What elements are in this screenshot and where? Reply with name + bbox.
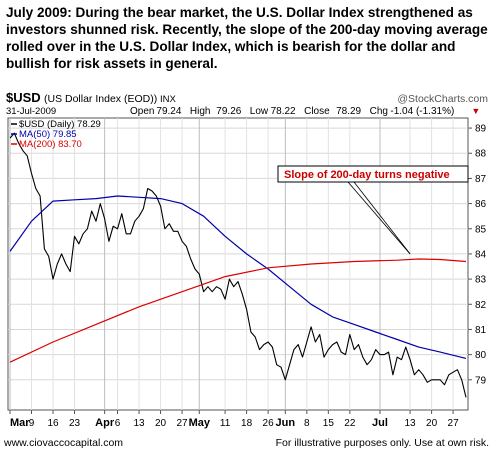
x-tick-label: 18 bbox=[241, 418, 253, 429]
x-tick-label: 23 bbox=[69, 418, 81, 429]
quote-value: 79.26 bbox=[216, 106, 241, 117]
series-line-2 bbox=[9, 258, 467, 363]
x-tick-label: May bbox=[189, 417, 211, 429]
annotation-text: Slope of 200-day turns negative bbox=[284, 169, 450, 181]
x-tick-label: 22 bbox=[344, 418, 356, 429]
x-tick-label: 8 bbox=[304, 418, 310, 429]
y-tick-label: 85 bbox=[475, 224, 487, 235]
x-tick-label: Mar bbox=[10, 417, 30, 429]
y-tick-label: 86 bbox=[475, 199, 487, 210]
annotation-pointer bbox=[347, 181, 411, 255]
annotation-box bbox=[277, 165, 469, 183]
y-tick-label: 82 bbox=[475, 300, 487, 311]
chart-date: 31-Jul-2009 bbox=[6, 106, 56, 117]
x-tick-label: 16 bbox=[47, 418, 59, 429]
x-tick-label: 13 bbox=[133, 418, 145, 429]
x-tick-label: 27 bbox=[177, 418, 189, 429]
series-line-1 bbox=[9, 195, 467, 359]
stockcharts-watermark: @StockCharts.com bbox=[397, 93, 488, 105]
y-tick-label: 81 bbox=[475, 325, 487, 336]
quote-value: 78.29 bbox=[336, 106, 361, 117]
x-tick-label: Jul bbox=[372, 417, 388, 429]
quote-value: -1.04 (-1.31%) bbox=[390, 106, 454, 117]
quote-line: Open 79.24 High 79.26 Low 78.22 Close 78.29 Chg -… bbox=[130, 106, 480, 117]
y-tick-label: 87 bbox=[475, 174, 487, 185]
header-layer: $USD (US Dollar Index (EOD)) INX @StockChar… bbox=[6, 90, 488, 117]
y-tick-label: 80 bbox=[475, 350, 487, 361]
y-tick-label: 88 bbox=[475, 149, 487, 160]
x-tick-label: 9 bbox=[29, 418, 35, 429]
grid-layer bbox=[7, 117, 469, 411]
annotation-pointer bbox=[353, 181, 411, 255]
x-tick-label: 11 bbox=[220, 418, 231, 429]
x-tick-label: 26 bbox=[263, 418, 275, 429]
y-tick-label: 79 bbox=[475, 375, 487, 386]
quote-label: Close bbox=[304, 106, 330, 117]
stock-chart: 79 80 81 82 83 84 85 86 87 88 89 Mar 9 16 23 Apr 6 13 20 27… bbox=[0, 90, 497, 435]
quote-down-arrow: ▼ bbox=[471, 106, 480, 116]
quote-label: High bbox=[190, 106, 211, 117]
y-tick-label: 84 bbox=[475, 249, 487, 260]
footer-website: www.ciovaccocapital.com bbox=[4, 437, 124, 449]
legend-entry: $USD (Daily) 78.29 bbox=[19, 119, 101, 130]
x-tick-label: 20 bbox=[426, 418, 438, 429]
x-tick-label: Apr bbox=[95, 417, 115, 429]
legend-entry: MA(200) 83.70 bbox=[19, 139, 82, 150]
y-tick-label: 89 bbox=[475, 124, 487, 135]
x-tick-label: 15 bbox=[323, 418, 335, 429]
axis-layer: 79 80 81 82 83 84 85 86 87 88 89 Mar 9 16 23 Apr 6 13 20 27… bbox=[9, 119, 487, 429]
chart-svg: 79 80 81 82 83 84 85 86 87 88 89 Mar 9 16 23 Apr 6 13 20 27… bbox=[6, 90, 488, 429]
quote-label: Open bbox=[130, 106, 154, 117]
y-tick-label: 83 bbox=[475, 275, 487, 286]
quote-value: 78.22 bbox=[271, 106, 296, 117]
footer-disclaimer: For illustrative purposes only. Use at o… bbox=[275, 437, 489, 449]
legend-entry: MA(50) 79.85 bbox=[19, 129, 77, 140]
x-tick-label: 20 bbox=[155, 418, 167, 429]
series-line-0 bbox=[9, 132, 467, 398]
chart-title: (US Dollar Index (EOD)) bbox=[44, 93, 157, 105]
chart-symbol: $USD bbox=[6, 90, 41, 105]
series-layer bbox=[9, 132, 467, 398]
x-tick-label: 27 bbox=[448, 418, 460, 429]
quote-label: Chg bbox=[370, 106, 388, 117]
chart-caption: July 2009: During the bear market, the U… bbox=[6, 5, 488, 71]
plot-frame bbox=[7, 117, 469, 411]
quote-label: Low bbox=[250, 106, 269, 117]
chart-exchange: INX bbox=[160, 94, 177, 105]
quote-value: 79.24 bbox=[156, 106, 181, 117]
x-tick-label: Jun bbox=[276, 417, 296, 429]
x-tick-label: 6 bbox=[115, 418, 121, 429]
x-tick-label: 13 bbox=[405, 418, 417, 429]
